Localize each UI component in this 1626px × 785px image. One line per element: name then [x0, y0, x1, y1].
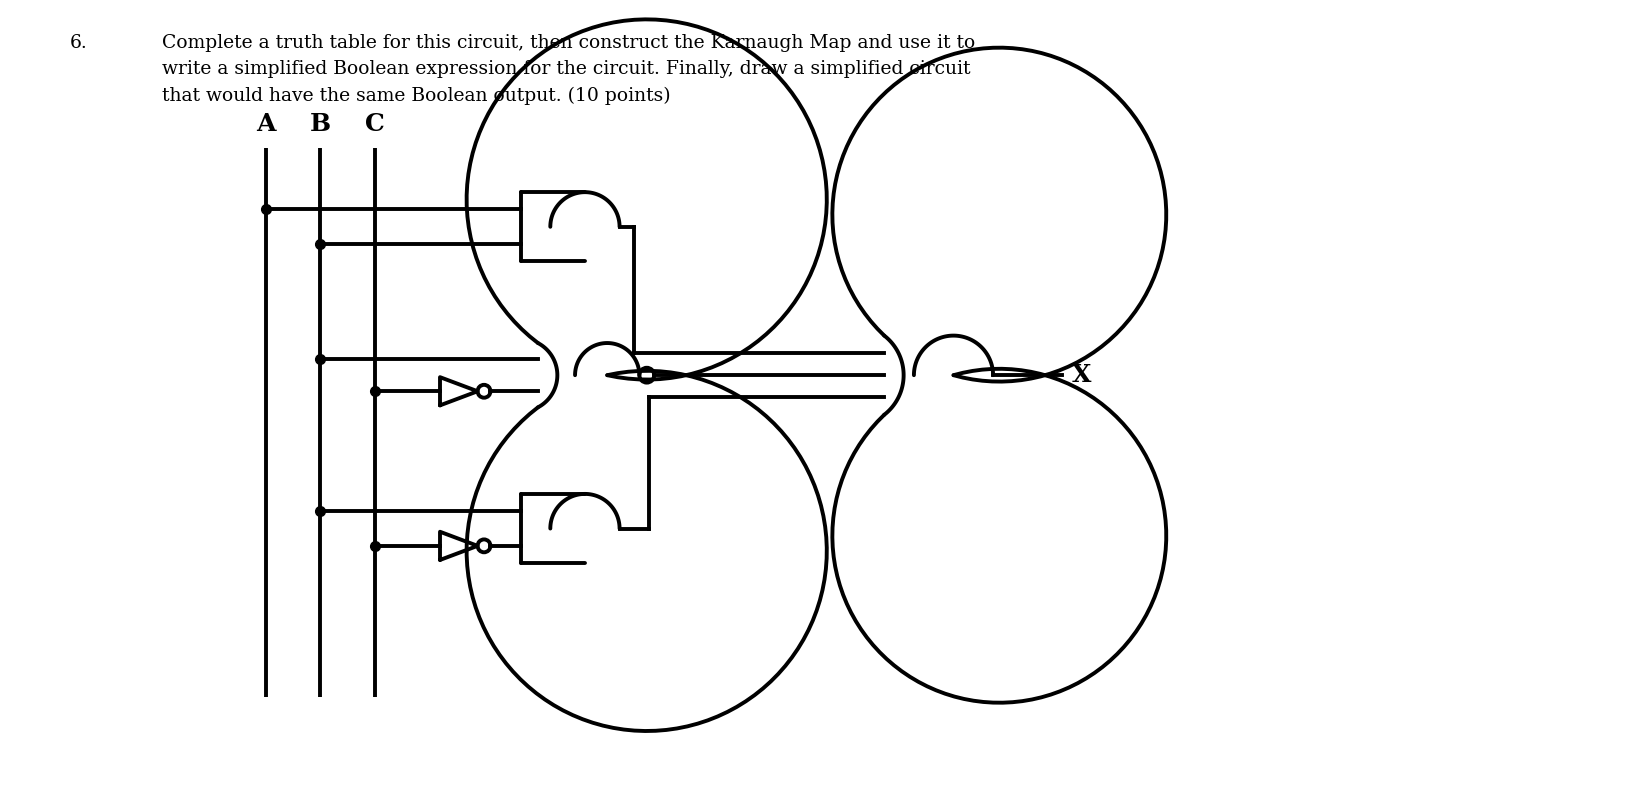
- Text: 6.: 6.: [70, 34, 88, 52]
- Text: A: A: [257, 111, 276, 136]
- Text: C: C: [364, 111, 385, 136]
- Text: X: X: [1072, 363, 1091, 387]
- Text: B: B: [309, 111, 330, 136]
- Text: Complete a truth table for this circuit, then construct the Karnaugh Map and use: Complete a truth table for this circuit,…: [163, 34, 976, 105]
